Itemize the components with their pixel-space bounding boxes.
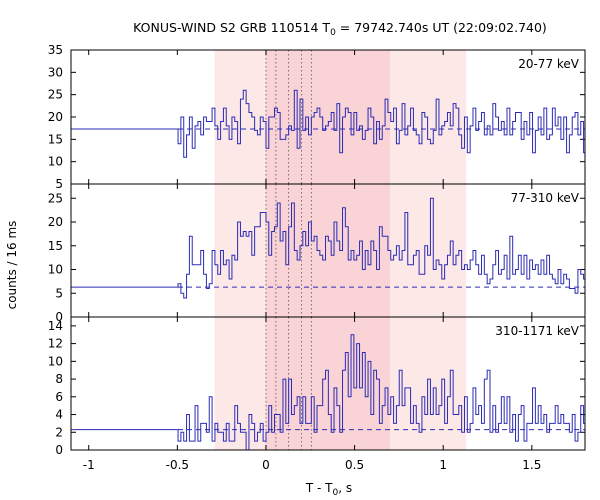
y-tick-label: 5 <box>55 286 63 300</box>
x-tick-label: -0.5 <box>166 458 189 472</box>
y-tick-label: 10 <box>48 354 63 368</box>
y-tick-label: 35 <box>48 43 63 57</box>
panel-1: 5 10 15 20 25 30 35 20-77 keV <box>48 43 586 191</box>
x-tick-label: 0 <box>262 458 270 472</box>
x-axis-label-subscript: 0 <box>333 488 339 498</box>
y-tick-label: 2 <box>55 425 63 439</box>
x-tick-label: 1.5 <box>522 458 541 472</box>
energy-band-label: 310-1171 keV <box>495 324 579 338</box>
y-tick-label: 14 <box>48 319 63 333</box>
y-tick-label: 25 <box>48 191 63 205</box>
y-tick-label: 12 <box>48 337 63 351</box>
y-tick-label: 20 <box>48 110 63 124</box>
y-tick-label: 10 <box>48 263 63 277</box>
y-tick-label: 15 <box>48 132 63 146</box>
chart-title-rest: = 79742.740s UT (22:09:02.740) <box>336 20 547 35</box>
x-axis-label-rest: , s <box>338 481 352 495</box>
panel-2: 0 5 10 15 20 25 77-310 keV <box>48 183 586 324</box>
x-tick-label: 0.5 <box>345 458 364 472</box>
chart-title: KONUS-WIND S2 GRB 110514 T0 = 79742.740s… <box>133 20 547 38</box>
energy-band-label: 20-77 keV <box>518 57 580 71</box>
panel-frame <box>70 316 586 451</box>
y-tick-label: 4 <box>55 408 63 422</box>
y-tick-label: 6 <box>55 390 63 404</box>
light-curve-series <box>71 197 585 299</box>
y-tick-label: 15 <box>48 239 63 253</box>
shaded-interval-2 <box>265 50 391 184</box>
y-tick-label: 8 <box>55 372 63 386</box>
chart-title-main: KONUS-WIND S2 GRB 110514 T <box>133 20 330 35</box>
y-tick-label: 25 <box>48 88 63 102</box>
x-tick-label: 1 <box>439 458 447 472</box>
x-axis-label: T - T0, s <box>305 481 352 498</box>
y-tick-label: 20 <box>48 215 63 229</box>
x-axis-label-main: T - T <box>305 481 333 495</box>
y-tick-label: 5 <box>55 177 63 191</box>
y-tick-label: 10 <box>48 155 63 169</box>
light-curve-series <box>71 89 585 158</box>
y-axis-label: counts / 16 ms <box>5 221 19 310</box>
x-axis-ticks: -1 -0.5 0 0.5 1 1.5 <box>83 458 542 472</box>
energy-band-label: 77-310 keV <box>511 191 580 205</box>
y-tick-label: 0 <box>55 310 63 324</box>
x-tick-label: -1 <box>83 458 95 472</box>
y-tick-label: 0 <box>55 443 63 457</box>
chart-title-subscript: 0 <box>330 28 336 38</box>
panel-3: 0 2 4 6 8 10 12 14 310-1171 keV <box>48 316 586 457</box>
y-tick-label: 30 <box>48 65 63 79</box>
shaded-interval-2 <box>265 184 391 317</box>
